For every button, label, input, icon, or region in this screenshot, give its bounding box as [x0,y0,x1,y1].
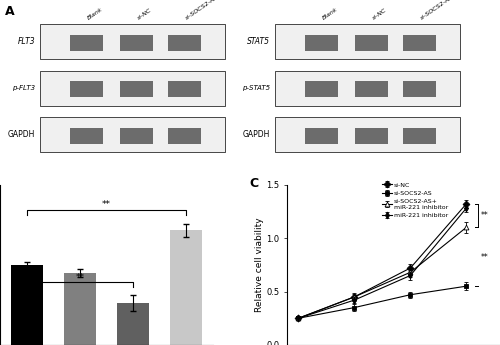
Bar [70,128,103,144]
Bar [275,71,460,106]
Text: **: ** [480,253,488,262]
Text: Blank: Blank [86,7,104,21]
Bar [70,81,103,97]
Text: Blank: Blank [322,7,338,21]
Bar [120,34,153,51]
Bar [40,117,225,152]
Text: A: A [5,5,15,18]
Bar [120,81,153,97]
Text: STAT5: STAT5 [247,37,270,46]
Text: **: ** [480,211,488,220]
Bar [10,265,42,345]
Bar [402,81,436,97]
Bar [40,71,225,106]
Bar [168,81,201,97]
Text: **: ** [102,200,111,209]
Text: GAPDH: GAPDH [8,130,35,139]
Bar [354,128,388,144]
Text: si-NC: si-NC [371,8,388,21]
Bar [354,81,388,97]
Text: **: ** [76,273,84,282]
Bar [40,24,225,59]
Bar [170,230,202,345]
Bar [168,34,201,51]
Text: si-SOCS2-AS: si-SOCS2-AS [184,0,219,21]
Bar [304,128,338,144]
Legend: si-NC, si-SOCS2-AS, si-SOCS2-AS+
miR-221 inhibitor, miR-221 inhibitor: si-NC, si-SOCS2-AS, si-SOCS2-AS+ miR-221… [380,180,451,221]
Bar [304,81,338,97]
Bar [354,34,388,51]
Bar [120,128,153,144]
Text: FLT3: FLT3 [18,37,35,46]
Bar [275,117,460,152]
Text: p-STAT5: p-STAT5 [242,85,270,91]
Bar [117,303,149,345]
Bar [275,24,460,59]
Bar [402,34,436,51]
Y-axis label: Relative cell viability: Relative cell viability [254,217,264,312]
Bar [70,34,103,51]
Bar [304,34,338,51]
Text: si-SOCS2-AS: si-SOCS2-AS [420,0,454,21]
Text: p-FLT3: p-FLT3 [12,85,35,91]
Bar [402,128,436,144]
Text: C: C [249,177,258,189]
Bar [168,128,201,144]
Text: si-NC: si-NC [136,8,152,21]
Bar [64,273,96,345]
Text: GAPDH: GAPDH [242,130,270,139]
